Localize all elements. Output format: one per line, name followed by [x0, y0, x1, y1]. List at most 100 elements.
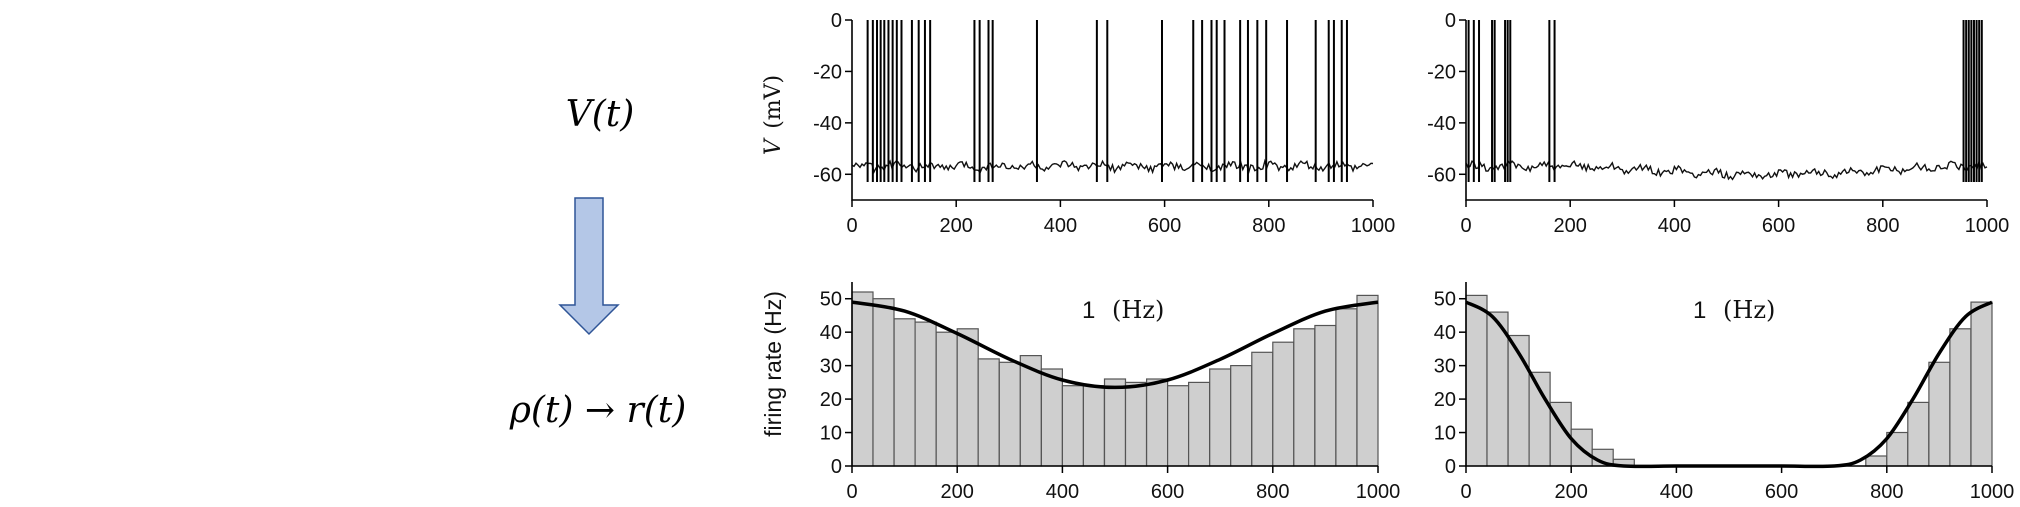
rate-panel-right: 0 200 400 600 800 1000 0 10 20 30 40 50 1 (Hz) [1434, 282, 2015, 503]
histogram-bin [872, 298, 895, 467]
y-tick-label: 20 [820, 389, 842, 411]
x-tick-label: 0 [1460, 215, 1471, 237]
voltage-trace [1465, 159, 1988, 181]
voltage-ylabel-unit: (mV) [761, 75, 786, 129]
voltage-trace-right [1465, 159, 1988, 181]
y-tick-label: 30 [820, 356, 842, 378]
x-tick-label: 600 [1151, 481, 1184, 503]
x-tick-label: 800 [1256, 481, 1289, 503]
voltage-ylabel: V (mV) [761, 75, 786, 155]
histogram-bin [914, 321, 937, 467]
x-tick-label: 0 [846, 215, 857, 237]
rate-annotation-value: 1 [1082, 297, 1095, 324]
x-tick-label: 400 [1046, 481, 1079, 503]
down-arrow-icon [558, 197, 620, 336]
voltage-label: V(t) [566, 94, 635, 135]
rate-panel-left: firing rate (Hz) 0 200 400 600 800 1000 0 10 20 3… [760, 282, 1400, 503]
y-tick-label: -60 [1427, 164, 1456, 186]
voltage-ylabel-symbol: V [761, 137, 786, 155]
voltage-panel-right: 0 200 400 600 800 1000 0 -20 -40 -60 [1427, 10, 2009, 237]
voltage-ticks-left: 0 200 400 600 800 1000 0 -20 -40 -60 [813, 10, 1395, 237]
y-tick-label: 0 [831, 456, 842, 478]
histogram-bin [893, 318, 916, 467]
x-tick-label: 200 [941, 481, 974, 503]
y-tick-label: 50 [1434, 289, 1456, 311]
voltage-ticks-right: 0 200 400 600 800 1000 0 -20 -40 -60 [1427, 10, 2009, 237]
histogram-bin [1061, 385, 1085, 467]
histogram-bin [1103, 378, 1127, 467]
voltage-panel-left: V (mV) 0 200 400 600 800 1000 0 -20 -40 -60 [761, 10, 1395, 237]
histogram-bin [1970, 301, 1993, 467]
x-tick-label: 0 [1460, 481, 1471, 503]
rate-annotation-left: 1 (Hz) [1082, 296, 1164, 324]
y-tick-label: 10 [820, 423, 842, 445]
x-tick-label: 600 [1148, 215, 1181, 237]
y-tick-label: 0 [831, 10, 842, 32]
y-tick-label: 40 [820, 322, 842, 344]
rate-annotation-unit: (Hz) [1723, 296, 1775, 324]
histogram-bin [1145, 378, 1169, 467]
x-tick-label: 400 [1658, 215, 1691, 237]
histogram-bin [1251, 351, 1274, 467]
histogram-bin [1949, 328, 1972, 467]
x-tick-label: 800 [1870, 481, 1903, 503]
histogram-bin [956, 328, 979, 467]
y-tick-label: 40 [1434, 322, 1456, 344]
x-tick-label: 200 [1554, 215, 1587, 237]
x-tick-label: 1000 [1965, 215, 2010, 237]
histogram-bin [1187, 381, 1211, 467]
y-tick-label: 50 [820, 289, 842, 311]
y-tick-label: 0 [1445, 456, 1456, 478]
y-tick-label: -40 [813, 113, 842, 135]
rate-ylabel: firing rate (Hz) [760, 291, 786, 437]
histogram-bin [1040, 368, 1064, 467]
histogram-bin [1907, 401, 1930, 467]
x-tick-label: 1000 [1356, 481, 1401, 503]
rate-ticks-left: 0 200 400 600 800 1000 0 10 20 30 40 50 [820, 289, 1401, 503]
histogram-bin [998, 361, 1021, 467]
voltage-spikes-right [1467, 20, 1983, 182]
x-tick-label: 600 [1762, 215, 1795, 237]
x-tick-label: 1000 [1970, 481, 2015, 503]
y-tick-label: 30 [1434, 356, 1456, 378]
x-tick-label: 1000 [1351, 215, 1396, 237]
y-tick-label: -40 [1427, 113, 1456, 135]
histogram-bin [1928, 361, 1951, 467]
histogram-bin [1314, 324, 1337, 467]
histogram-bin [1209, 368, 1232, 467]
histogram-bin [935, 331, 958, 467]
rate-annotation-right: 1 (Hz) [1693, 296, 1775, 324]
histogram-bin [1356, 294, 1379, 467]
x-tick-label: 800 [1866, 215, 1899, 237]
histogram-bin [1230, 365, 1253, 467]
rate-bins-left [851, 291, 1379, 467]
histogram-bin [1082, 385, 1106, 467]
x-tick-label: 200 [1555, 481, 1588, 503]
rate-annotation-unit: (Hz) [1112, 296, 1164, 324]
y-tick-label: 0 [1445, 10, 1456, 32]
voltage-spikes-left [866, 20, 1348, 182]
y-tick-label: 10 [1434, 423, 1456, 445]
schematic: V(t) ρ(t) → r(t) [509, 94, 687, 431]
y-tick-label: -20 [1427, 61, 1456, 83]
histogram-bin [1865, 455, 1888, 467]
histogram-bin [1335, 308, 1358, 467]
x-tick-label: 400 [1044, 215, 1077, 237]
x-tick-label: 600 [1765, 481, 1798, 503]
y-tick-label: 20 [1434, 389, 1456, 411]
x-tick-label: 800 [1252, 215, 1285, 237]
histogram-bin [1166, 385, 1190, 467]
histogram-bin [1272, 341, 1295, 467]
y-tick-label: -60 [813, 164, 842, 186]
histogram-bin [1293, 328, 1316, 467]
x-tick-label: 200 [940, 215, 973, 237]
rate-ticks-right: 0 200 400 600 800 1000 0 10 20 30 40 50 [1434, 289, 2015, 503]
transform-label: ρ(t) → r(t) [509, 390, 687, 431]
rate-annotation-value: 1 [1693, 297, 1706, 324]
x-tick-label: 0 [846, 481, 857, 503]
histogram-bin [851, 291, 874, 467]
histogram-bin [1465, 294, 1488, 467]
y-tick-label: -20 [813, 61, 842, 83]
histogram-bin [977, 358, 1000, 467]
